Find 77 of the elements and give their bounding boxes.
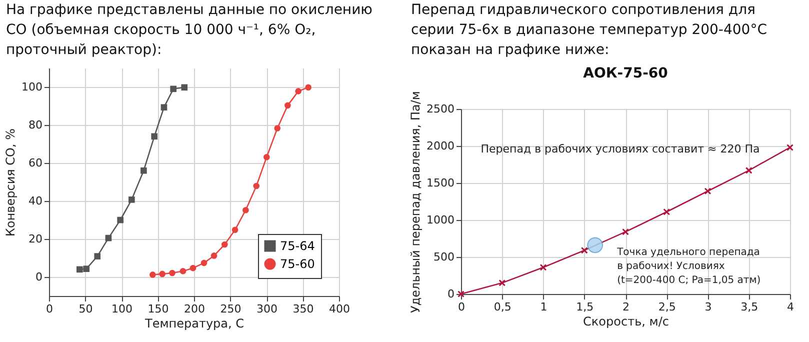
point [210,252,218,259]
point [180,268,186,274]
point [83,266,90,272]
x-tick-label: 50 [78,302,93,316]
y-tick-label: 100 [22,80,42,94]
point [190,264,196,272]
x-tick-label: 100 [112,302,132,316]
point [150,272,156,278]
y-axis-title: Конверсия CO, % [4,128,18,237]
point [305,84,312,91]
x-tick-label: 200 [184,302,205,316]
y-tick-label: 0 [448,288,454,300]
x-tick-label: 300 [256,302,278,316]
x-tick-label: 250 [220,302,242,316]
y-axis-title: Удельный перепад давления, Па/м [408,91,423,313]
x-tick-label: 1,5 [576,300,594,314]
x-tick-label: 0 [458,300,465,314]
point [663,208,670,216]
x-axis-title: Температура, С [144,316,244,330]
y-tick-label: 0 [36,270,42,284]
point [253,182,260,190]
x-tick-label: 3,5 [740,300,758,314]
point [169,270,176,276]
point [622,228,629,236]
y-tick-label: 2500 [426,102,454,116]
point [263,154,270,160]
y-tick-label: 2000 [426,140,454,152]
y-tick-label: 40 [28,194,42,208]
point [181,84,188,91]
point [274,125,281,132]
point [76,266,83,273]
point [105,234,112,242]
y-tick-label: 60 [28,156,42,170]
point [159,270,166,278]
annotation: Точка удельного перепада в рабочих! Условиях (t=200-400 C; Pa=1,05 атм) [616,247,761,286]
chart-title: На графике представлены данные по окислению CO (объемная скорость 10 000 ч⁻¹, 6% O₂, проточный реактор): [5,1,374,60]
point [284,102,291,109]
x-tick-label: 2,5 [658,300,676,314]
x-tick-label: 150 [148,302,169,316]
point [128,196,135,203]
x-tick-label: 1 [540,300,548,314]
x-tick-label: 350 [292,302,314,316]
point [704,188,712,195]
point [540,264,547,271]
x-tick-label: 4 [787,300,794,314]
point [151,133,158,140]
y-tick-label: 20 [28,232,42,246]
point [170,86,176,92]
point [222,241,228,248]
legend-label: 75-60 [280,257,315,271]
point [580,246,588,254]
chart-title: Перепад гидравлического сопротивления для серии 75-6х в диапазоне температур 200-400°C показан на графике ниже: [410,1,768,60]
x-tick-label: 2 [622,300,630,314]
point [242,206,249,214]
y-tick-label: 1500 [426,176,454,190]
chart-subtitle: АОК-75-60 [583,66,668,82]
x-tick-label: 0 [46,302,53,316]
point [117,216,124,224]
y-tick-label: 500 [434,250,454,264]
point [498,279,506,286]
y-tick-label: 1000 [426,214,454,226]
y-tick-label: 80 [28,118,42,132]
point [200,260,208,266]
point [745,166,752,174]
x-tick-label: 400 [329,302,350,316]
annotation: Перепад в рабочих условиях составит ≈ 220 Па [480,142,760,156]
legend-label: 75-64 [280,239,315,253]
point [295,88,302,94]
point [232,226,238,234]
x-axis-title: Скорость, м/с [583,314,669,328]
x-tick-label: 0,5 [494,300,512,314]
point [140,167,147,174]
x-tick-label: 3 [704,300,712,314]
point [786,144,794,151]
point [587,237,603,254]
point [160,104,168,110]
point [94,253,101,260]
